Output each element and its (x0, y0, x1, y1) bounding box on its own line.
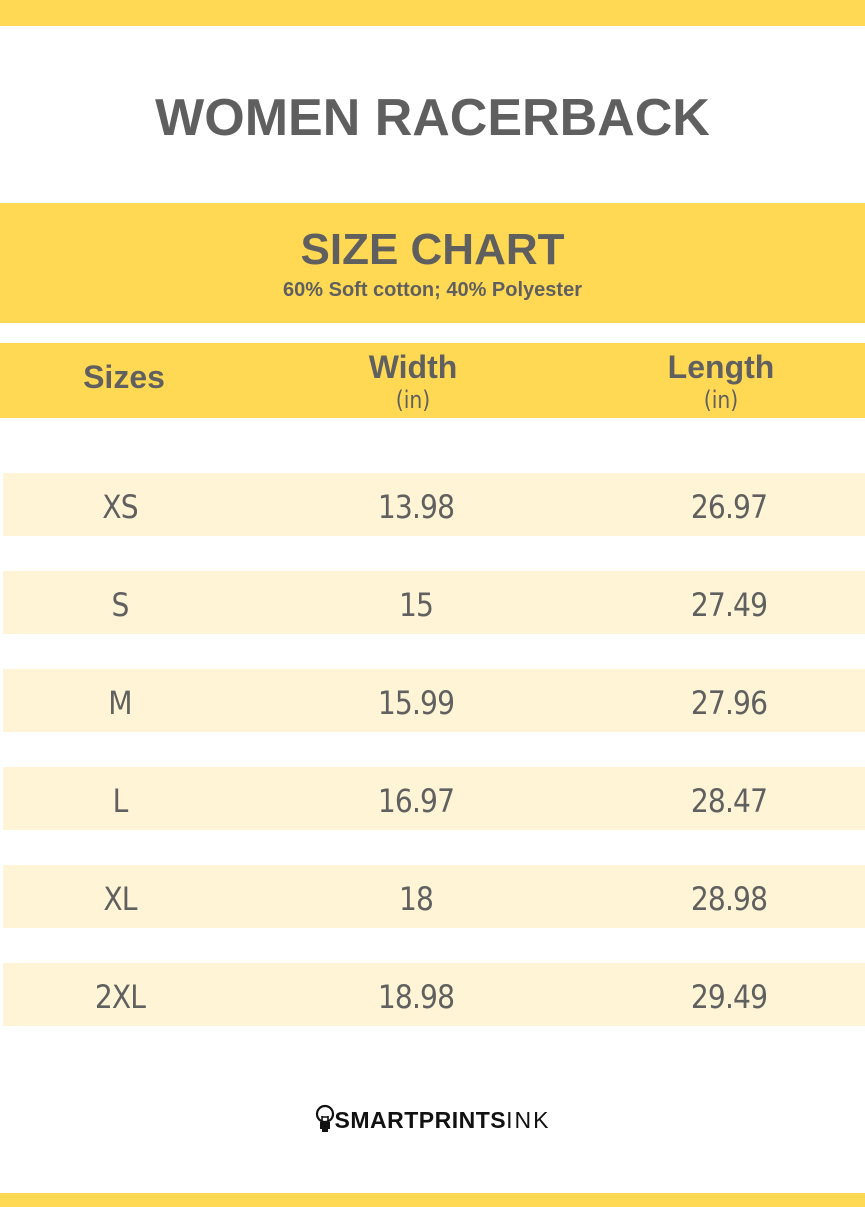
cell-width: 18 (398, 880, 434, 918)
table-row: L 16.97 28.47 (3, 767, 865, 830)
cell-width: 15 (398, 586, 434, 624)
cell-width: 18.98 (377, 978, 455, 1016)
top-bar (0, 0, 865, 26)
cell-length: 29.49 (690, 978, 768, 1016)
header-sizes: Sizes (83, 359, 165, 395)
cell-length: 28.98 (690, 880, 768, 918)
table-row: M 15.99 27.96 (3, 669, 865, 732)
cell-width: 16.97 (377, 782, 455, 820)
cell-length: 27.49 (690, 586, 768, 624)
cell-length: 27.96 (690, 684, 768, 722)
cell-length: 26.97 (690, 488, 768, 526)
table-header: Sizes Width (in) Length (in) (0, 343, 865, 418)
cell-size: XS (102, 488, 138, 526)
cell-width: 15.99 (377, 684, 455, 722)
page-title: WOMEN RACERBACK (155, 89, 710, 147)
cell-size: S (111, 586, 130, 624)
logo: SMARTPRINTSINK (0, 1104, 865, 1134)
material-text: 60% Soft cotton; 40% Polyester (283, 279, 582, 301)
cell-length: 28.47 (690, 782, 768, 820)
table-row: XS 13.98 26.97 (3, 473, 865, 536)
lightbulb-icon (315, 1104, 334, 1132)
table-row: S 15 27.49 (3, 571, 865, 634)
size-chart-heading: SIZE CHART (300, 225, 565, 274)
header-width: Width (in) (368, 349, 458, 414)
cell-size: L (112, 782, 129, 820)
cell-width: 13.98 (377, 488, 455, 526)
cell-size: XL (103, 880, 137, 918)
size-chart-band: SIZE CHART 60% Soft cotton; 40% Polyeste… (0, 203, 865, 323)
bottom-bar (0, 1193, 865, 1207)
table-row: XL 18 28.98 (3, 865, 865, 928)
header-length: Length (in) (667, 349, 775, 414)
cell-size: M (108, 684, 132, 722)
table-row: 2XL 18.98 29.49 (3, 963, 865, 1026)
cell-size: 2XL (94, 978, 146, 1016)
